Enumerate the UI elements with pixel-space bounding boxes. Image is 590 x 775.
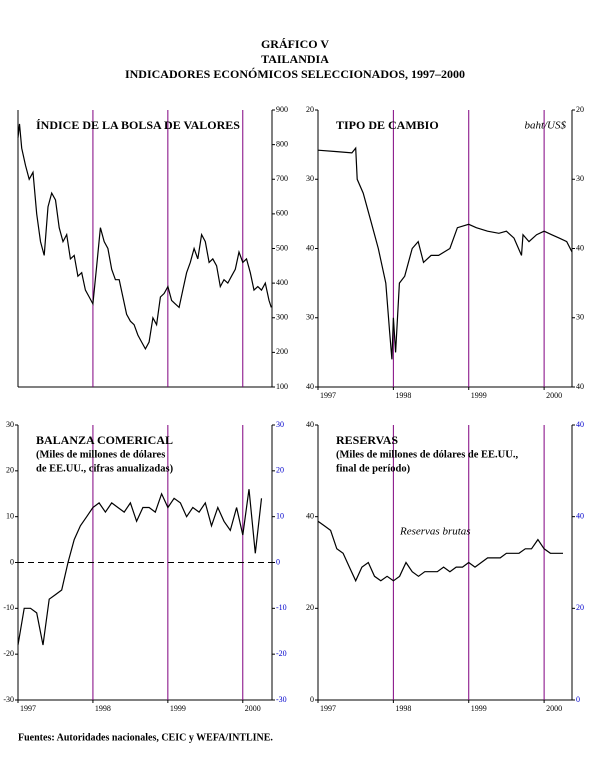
y-tick-label: 40 <box>576 243 584 252</box>
y-tick-label: 40 <box>306 511 314 520</box>
y-tick-label: -30 <box>276 695 287 704</box>
y-tick-label: 200 <box>276 347 288 356</box>
y-tick-label: 0 <box>276 557 280 566</box>
x-tick-label: 1998 <box>395 704 411 713</box>
x-tick-label: 1999 <box>170 704 186 713</box>
y-tick-label: 40 <box>306 420 314 429</box>
y-tick-label: 0 <box>10 557 14 566</box>
panel-title: ÍNDICE DE LA BOLSA DE VALORES <box>36 118 240 132</box>
x-tick-label: 1997 <box>320 704 336 713</box>
data-line <box>317 520 563 583</box>
y-tick-label: 20 <box>576 105 584 114</box>
y-tick-label: 600 <box>276 209 288 218</box>
data-line <box>317 146 573 360</box>
y-tick-label: 20 <box>306 105 314 114</box>
y-tick-label: 30 <box>576 174 584 183</box>
units-label: baht/US$ <box>524 120 566 132</box>
x-tick-label: 2000 <box>245 704 261 713</box>
header-line: GRÁFICO V <box>261 37 329 51</box>
y-tick-label: 700 <box>276 174 288 183</box>
y-tick-label: -10 <box>3 603 14 612</box>
y-tick-label: 40 <box>576 511 584 520</box>
x-tick-label: 1998 <box>95 704 111 713</box>
header-line: TAILANDIA <box>261 52 329 66</box>
panel-title: BALANZA COMERICAL <box>36 433 173 447</box>
header-line: INDICADORES ECONÓMICOS SELECCIONADOS, 19… <box>125 67 465 81</box>
panel-subtitle: final de período) <box>336 463 411 474</box>
y-tick-label: 500 <box>276 243 288 252</box>
y-tick-label: 20 <box>276 466 284 475</box>
y-tick-label: 900 <box>276 105 288 114</box>
y-tick-label: -10 <box>276 603 287 612</box>
y-tick-label: 40 <box>306 243 314 252</box>
y-tick-label: -20 <box>3 649 14 658</box>
x-tick-label: 2000 <box>546 391 562 400</box>
y-tick-label: 300 <box>276 313 288 322</box>
y-tick-label: 20 <box>306 603 314 612</box>
y-tick-label: 10 <box>6 511 14 520</box>
y-tick-label: 20 <box>576 603 584 612</box>
x-tick-label: 2000 <box>546 704 562 713</box>
x-tick-label: 1997 <box>320 391 336 400</box>
y-tick-label: 40 <box>576 420 584 429</box>
data-line <box>17 489 263 646</box>
y-tick-label: 800 <box>276 139 288 148</box>
panel-subtitle: de EE.UU., cifras anualizadas) <box>36 463 174 474</box>
y-tick-label: 20 <box>6 466 14 475</box>
y-tick-label: 100 <box>276 382 288 391</box>
y-tick-label: -30 <box>3 695 14 704</box>
x-tick-label: 1998 <box>395 391 411 400</box>
y-tick-label: 30 <box>306 174 314 183</box>
y-tick-label: 400 <box>276 278 288 287</box>
y-tick-label: 40 <box>576 382 584 391</box>
y-tick-label: 30 <box>306 313 314 322</box>
y-tick-label: 40 <box>306 382 314 391</box>
panel-subtitle: (Miles de millones de dólares <box>36 449 165 460</box>
y-tick-label: 0 <box>576 695 580 704</box>
panel-subtitle: (Miles de millones de dólares de EE.UU., <box>336 449 518 460</box>
y-tick-label: 30 <box>6 420 14 429</box>
y-tick-label: -20 <box>276 649 287 658</box>
annotation: Reservas brutas <box>399 526 471 538</box>
data-line <box>17 123 272 351</box>
y-tick-label: 10 <box>276 511 284 520</box>
y-tick-label: 30 <box>576 313 584 322</box>
y-tick-label: 0 <box>310 695 314 704</box>
x-tick-label: 1999 <box>471 704 487 713</box>
x-tick-label: 1997 <box>20 704 36 713</box>
x-tick-label: 1999 <box>471 391 487 400</box>
panel-title: RESERVAS <box>336 433 398 447</box>
y-tick-label: 30 <box>276 420 284 429</box>
footnote: Fuentes: Autoridades nacionales, CEIC y … <box>18 732 273 743</box>
panel-title: TIPO DE CAMBIO <box>336 118 439 132</box>
